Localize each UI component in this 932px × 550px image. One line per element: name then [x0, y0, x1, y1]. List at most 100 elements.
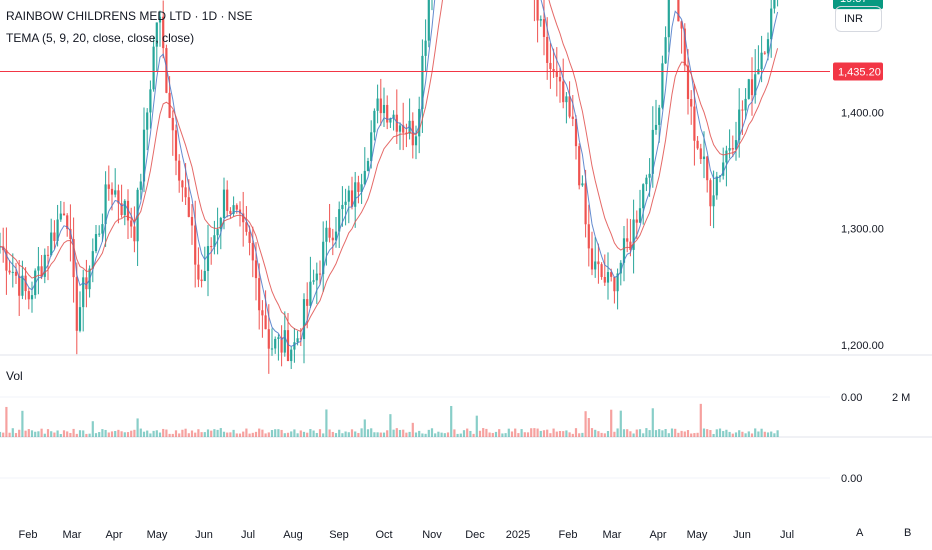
volume-bar: [30, 430, 34, 437]
volume-bar: [750, 433, 754, 437]
volume-bar: [357, 432, 360, 437]
volume-bar: [5, 406, 8, 437]
candle-body: [174, 130, 178, 161]
auto-scale-button[interactable]: A: [856, 527, 864, 539]
volume-bar: [555, 431, 558, 437]
volume-bar: [11, 428, 14, 437]
volume-bar: [78, 430, 82, 437]
candle-body: [200, 279, 203, 282]
volume-bar: [376, 432, 379, 437]
volume-bar: [482, 428, 485, 437]
volume-bar: [590, 428, 594, 437]
candle-body: [11, 271, 14, 273]
volume-bar: [318, 429, 322, 437]
x-axis-tick-label: Mar: [63, 529, 82, 541]
x-axis-tick-label: Jun: [733, 529, 751, 541]
volume-bar: [334, 433, 338, 437]
y-axis-tick-label: 1,400.00: [841, 107, 884, 119]
candle-body: [286, 330, 290, 362]
volume-bar: [110, 431, 114, 437]
volume-bar: [104, 429, 107, 437]
volume-bar: [34, 431, 37, 437]
volume-bar: [213, 429, 216, 437]
volume-bar: [766, 432, 770, 437]
candle-body: [114, 190, 117, 195]
log-scale-button[interactable]: B: [904, 527, 912, 539]
volume-bar: [469, 430, 472, 437]
candle-body: [613, 276, 616, 292]
candle-body: [290, 349, 293, 362]
candle-body: [56, 219, 59, 241]
candle-body: [587, 224, 590, 249]
candle-body: [766, 39, 770, 54]
volume-bar: [363, 419, 366, 437]
volume-bar: [517, 433, 520, 437]
candle-body: [379, 98, 382, 114]
volume-bar: [117, 429, 120, 437]
currency-button[interactable]: INR: [835, 6, 882, 32]
candle-body: [149, 89, 152, 113]
volume-bar: [542, 430, 546, 437]
candle-body: [101, 224, 104, 234]
candle-body: [322, 241, 325, 275]
volume-scale-label: 2 M: [892, 392, 910, 404]
x-axis-tick-label: Oct: [375, 529, 392, 541]
volume-bar: [66, 431, 69, 437]
volume-bar: [677, 432, 680, 437]
volume-bar: [594, 429, 597, 437]
volume-bar: [203, 432, 206, 437]
candle-body: [197, 264, 200, 280]
volume-bar: [622, 429, 626, 437]
volume-bar: [715, 429, 718, 437]
candle-body: [622, 238, 626, 263]
volume-bar: [27, 429, 30, 437]
candle-body: [542, 19, 546, 37]
volume-bar: [302, 431, 306, 437]
candle-body: [130, 220, 133, 227]
candle-body: [312, 280, 315, 282]
candle-body: [110, 188, 114, 195]
volume-label: Vol: [6, 369, 23, 383]
volume-bar: [430, 428, 434, 437]
candle-body: [245, 222, 248, 232]
candle-body: [421, 55, 424, 109]
volume-bar: [373, 432, 376, 437]
volume-bar: [571, 433, 574, 437]
candle-body: [158, 16, 162, 23]
volume-bar: [418, 430, 421, 437]
candle-body: [194, 225, 197, 265]
volume-bar: [610, 409, 613, 437]
volume-bar: [514, 428, 517, 437]
volume-bar: [174, 430, 178, 437]
candle-body: [187, 197, 190, 217]
x-axis-tick-label: 2025: [506, 529, 530, 541]
candle-body: [309, 281, 312, 306]
volume-bar: [670, 428, 674, 437]
volume-bar: [699, 403, 702, 437]
x-axis-tick-label: Jul: [241, 529, 255, 541]
volume-bar: [466, 428, 469, 437]
y-axis-tick-label: 1,300.00: [841, 224, 884, 236]
volume-bar: [59, 433, 62, 437]
volume-bar: [629, 431, 632, 437]
volume-bar: [558, 430, 562, 437]
candle-body: [571, 116, 574, 119]
candle-body: [699, 148, 702, 160]
volume-bar: [72, 428, 75, 437]
indicator-legend[interactable]: TEMA (5, 9, 20, close, close, close): [6, 31, 195, 45]
candle-body: [72, 239, 75, 278]
candle-body: [133, 226, 136, 242]
volume-bar: [651, 408, 654, 437]
volume-bar: [50, 431, 53, 437]
candle-body: [341, 204, 344, 210]
volume-bar: [338, 429, 341, 437]
candle-body: [654, 124, 658, 130]
candle-body: [21, 275, 24, 296]
volume-bar: [501, 433, 504, 437]
volume-bar: [526, 432, 530, 437]
price-level-label: 1,435.20: [838, 66, 881, 78]
volume-bar: [728, 431, 731, 437]
volume-bar: [168, 433, 171, 437]
volume-bar: [523, 432, 526, 437]
